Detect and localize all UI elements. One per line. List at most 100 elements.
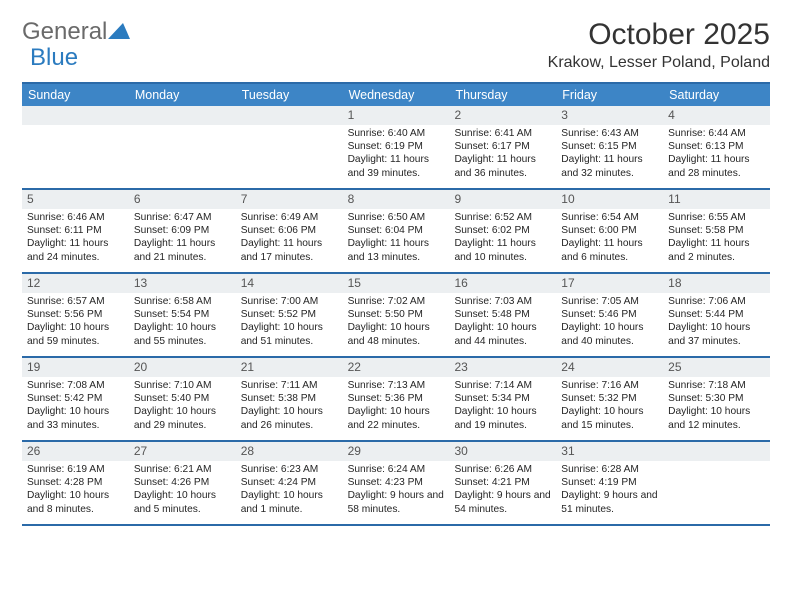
sunset-text: Sunset: 5:48 PM [454, 308, 551, 321]
daylight-text: Daylight: 9 hours and 51 minutes. [561, 489, 658, 515]
day-cell: 21Sunrise: 7:11 AMSunset: 5:38 PMDayligh… [236, 358, 343, 440]
day-cell: 13Sunrise: 6:58 AMSunset: 5:54 PMDayligh… [129, 274, 236, 356]
daylight-text: Daylight: 11 hours and 36 minutes. [454, 153, 551, 179]
sunrise-text: Sunrise: 6:52 AM [454, 211, 551, 224]
day-cell [129, 106, 236, 188]
sunrise-text: Sunrise: 6:26 AM [454, 463, 551, 476]
day-body: Sunrise: 7:00 AMSunset: 5:52 PMDaylight:… [236, 293, 343, 351]
dow-header: Thursday [449, 84, 556, 106]
day-number: 19 [22, 358, 129, 377]
sunset-text: Sunset: 6:04 PM [348, 224, 445, 237]
day-body: Sunrise: 6:46 AMSunset: 6:11 PMDaylight:… [22, 209, 129, 267]
week-row: 12 Sunrise: 6:57 AMSunset: 5:56 PM Dayligh… [22, 274, 770, 358]
day-number: 14 [236, 274, 343, 293]
daylight-text: Daylight: 10 hours and 51 minutes. [241, 321, 338, 347]
title-block: October 2025 Krakow, Lesser Poland, Pola… [548, 18, 770, 72]
sunrise-text: Sunrise: 6:46 AM [27, 211, 124, 224]
day-number: 3 [556, 106, 663, 125]
sunset-text: Sunset: 6:00 PM [561, 224, 658, 237]
sunrise-text: Sunrise: 6:49 AM [241, 211, 338, 224]
daylight-text: Daylight: 10 hours and 12 minutes. [668, 405, 765, 431]
sunset-text: Sunset: 6:17 PM [454, 140, 551, 153]
day-body: Sunrise: 6:50 AMSunset: 6:04 PMDaylight:… [343, 209, 450, 267]
sunset-text: Sunset: 5:54 PM [134, 308, 231, 321]
sunset-text: Sunset: 6:06 PM [241, 224, 338, 237]
daylight-text: Daylight: 11 hours and 17 minutes. [241, 237, 338, 263]
logo-text-2: Blue [30, 44, 78, 72]
day-number: 21 [236, 358, 343, 377]
day-cell: 4Sunrise: 6:44 AMSunset: 6:13 PMDaylight… [663, 106, 770, 188]
day-number: 23 [449, 358, 556, 377]
dow-header: Sunday [22, 84, 129, 106]
day-body: Sunrise: 6:58 AMSunset: 5:54 PMDaylight:… [129, 293, 236, 351]
dow-header: Friday [556, 84, 663, 106]
day-number: 10 [556, 190, 663, 209]
day-number: 4 [663, 106, 770, 125]
day-body: Sunrise: 6:49 AMSunset: 6:06 PMDaylight:… [236, 209, 343, 267]
day-number: 8 [343, 190, 450, 209]
week-row: 1Sunrise: 6:40 AMSunset: 6:19 PMDaylight… [22, 106, 770, 190]
day-cell: 25Sunrise: 7:18 AMSunset: 5:30 PMDayligh… [663, 358, 770, 440]
day-cell: 3Sunrise: 6:43 AMSunset: 6:15 PMDaylight… [556, 106, 663, 188]
sunrise-text: Sunrise: 6:19 AM [27, 463, 124, 476]
day-number: 12 [22, 274, 129, 293]
logo: General [22, 18, 132, 46]
day-body: Sunrise: 6:47 AMSunset: 6:09 PMDaylight:… [129, 209, 236, 267]
day-body: Sunrise: 7:03 AMSunset: 5:48 PMDaylight:… [449, 293, 556, 351]
day-number: 13 [129, 274, 236, 293]
sunrise-text: Sunrise: 7:14 AM [454, 379, 551, 392]
dow-header: Wednesday [343, 84, 450, 106]
sunset-text: Sunset: 4:19 PM [561, 476, 658, 489]
day-cell: 18Sunrise: 7:06 AMSunset: 5:44 PMDayligh… [663, 274, 770, 356]
daylight-text: Daylight: 10 hours and 8 minutes. [27, 489, 124, 515]
day-number: 6 [129, 190, 236, 209]
daylight-text: Daylight: 10 hours and 19 minutes. [454, 405, 551, 431]
sunrise-text: Sunrise: 7:13 AM [348, 379, 445, 392]
sunset-text: Sunset: 4:24 PM [241, 476, 338, 489]
day-body: Sunrise: 6:23 AMSunset: 4:24 PMDaylight:… [236, 461, 343, 519]
day-number: 1 [343, 106, 450, 125]
day-number: 11 [663, 190, 770, 209]
day-number: 28 [236, 442, 343, 461]
sunrise-text: Sunrise: 6:50 AM [348, 211, 445, 224]
sunset-text: Sunset: 4:23 PM [348, 476, 445, 489]
daylight-text: Daylight: 10 hours and 40 minutes. [561, 321, 658, 347]
sunrise-text: Sunrise: 7:10 AM [134, 379, 231, 392]
day-body: Sunrise: 7:10 AMSunset: 5:40 PMDaylight:… [129, 377, 236, 435]
day-cell: 22Sunrise: 7:13 AMSunset: 5:36 PMDayligh… [343, 358, 450, 440]
week-row: 5Sunrise: 6:46 AMSunset: 6:11 PMDaylight… [22, 190, 770, 274]
day-number: 16 [449, 274, 556, 293]
daylight-text: Daylight: 10 hours and 37 minutes. [668, 321, 765, 347]
day-cell [663, 442, 770, 524]
day-body: Sunrise: 6:55 AMSunset: 5:58 PMDaylight:… [663, 209, 770, 267]
day-cell: 5Sunrise: 6:46 AMSunset: 6:11 PMDaylight… [22, 190, 129, 272]
daylight-text: Daylight: 11 hours and 6 minutes. [561, 237, 658, 263]
sunset-text: Sunset: 5:50 PM [348, 308, 445, 321]
sunrise-text: Sunrise: 7:11 AM [241, 379, 338, 392]
day-body: Sunrise: 6:24 AMSunset: 4:23 PMDaylight:… [343, 461, 450, 519]
day-cell: 20Sunrise: 7:10 AMSunset: 5:40 PMDayligh… [129, 358, 236, 440]
sunset-text: Sunset: 5:40 PM [134, 392, 231, 405]
daylight-text: Daylight: 11 hours and 24 minutes. [27, 237, 124, 263]
sunset-text: Sunset: 5:42 PM [27, 392, 124, 405]
daylight-text: Daylight: 11 hours and 39 minutes. [348, 153, 445, 179]
sunrise-text: Sunrise: 6:24 AM [348, 463, 445, 476]
sunrise-text: Sunrise: 6:47 AM [134, 211, 231, 224]
day-number: 18 [663, 274, 770, 293]
sunrise-text: Sunrise: 6:57 AM [27, 295, 124, 308]
sunset-text: Sunset: 5:58 PM [668, 224, 765, 237]
sunrise-text: Sunrise: 7:06 AM [668, 295, 765, 308]
dow-header: Monday [129, 84, 236, 106]
sunset-text: Sunset: 5:56 PM [27, 308, 124, 321]
month-title: October 2025 [548, 18, 770, 52]
sunrise-text: Sunrise: 7:08 AM [27, 379, 124, 392]
day-cell [22, 106, 129, 188]
day-body: Sunrise: 6:54 AMSunset: 6:00 PMDaylight:… [556, 209, 663, 267]
day-cell: 9Sunrise: 6:52 AMSunset: 6:02 PMDaylight… [449, 190, 556, 272]
sunrise-text: Sunrise: 6:55 AM [668, 211, 765, 224]
daylight-text: Daylight: 10 hours and 22 minutes. [348, 405, 445, 431]
day-cell: 14Sunrise: 7:00 AMSunset: 5:52 PMDayligh… [236, 274, 343, 356]
sunrise-text: Sunrise: 6:28 AM [561, 463, 658, 476]
sunrise-text: Sunrise: 6:44 AM [668, 127, 765, 140]
sunset-text: Sunset: 6:02 PM [454, 224, 551, 237]
